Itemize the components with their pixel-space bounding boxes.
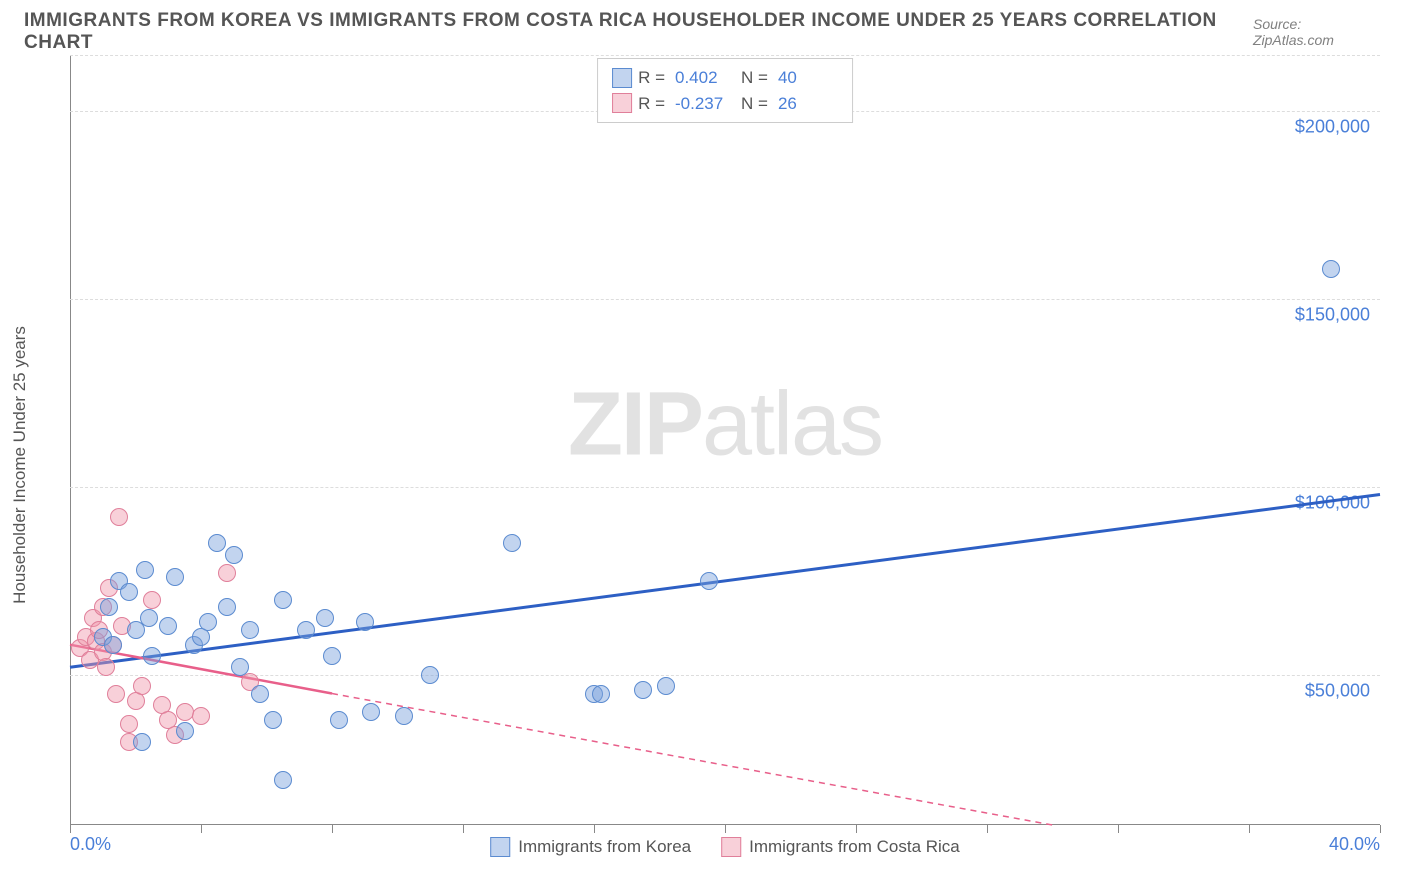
legend-item: Immigrants from Korea (490, 837, 691, 857)
legend-label: Immigrants from Korea (518, 837, 691, 857)
point-korea (503, 534, 521, 552)
point-korea (657, 677, 675, 695)
point-korea (395, 707, 413, 725)
x-tick (201, 825, 202, 833)
x-tick (70, 825, 71, 833)
point-korea (362, 703, 380, 721)
point-korea (218, 598, 236, 616)
trend-line (332, 694, 1053, 825)
source-label: Source: ZipAtlas.com (1253, 16, 1382, 48)
n-value: 40 (778, 65, 828, 91)
point-korea (176, 722, 194, 740)
point-costarica (110, 508, 128, 526)
chart-container: Householder Income Under 25 years $50,00… (50, 55, 1390, 875)
point-korea (199, 613, 217, 631)
r-label: R = (638, 65, 665, 91)
legend-stat-row: R = 0.402 N = 40 (612, 65, 838, 91)
point-korea (592, 685, 610, 703)
legend-swatch (721, 837, 741, 857)
point-korea (330, 711, 348, 729)
legend-swatch (612, 68, 632, 88)
point-korea (166, 568, 184, 586)
point-korea (1322, 260, 1340, 278)
point-korea (421, 666, 439, 684)
point-korea (143, 647, 161, 665)
point-korea (264, 711, 282, 729)
r-label: R = (638, 91, 665, 117)
point-korea (208, 534, 226, 552)
x-tick (1118, 825, 1119, 833)
point-korea (316, 609, 334, 627)
point-costarica (107, 685, 125, 703)
point-costarica (97, 658, 115, 676)
chart-title: IMMIGRANTS FROM KOREA VS IMMIGRANTS FROM… (24, 10, 1253, 54)
point-costarica (143, 591, 161, 609)
point-korea (274, 591, 292, 609)
legend-stat-row: R = -0.237 N = 26 (612, 91, 838, 117)
trend-lines-layer (70, 55, 1380, 825)
plot-area: $50,000$100,000$150,000$200,0000.0%40.0%… (70, 55, 1380, 825)
point-korea (297, 621, 315, 639)
point-costarica (120, 715, 138, 733)
point-korea (159, 617, 177, 635)
point-korea (231, 658, 249, 676)
x-tick-label: 0.0% (70, 834, 111, 855)
legend-swatch (490, 837, 510, 857)
point-korea (356, 613, 374, 631)
x-tick (332, 825, 333, 833)
x-tick (594, 825, 595, 833)
n-label: N = (741, 91, 768, 117)
legend-stats: R = 0.402 N = 40 R = -0.237 N = 26 (597, 58, 853, 123)
point-korea (634, 681, 652, 699)
point-costarica (176, 703, 194, 721)
point-korea (136, 561, 154, 579)
point-korea (251, 685, 269, 703)
legend-series: Immigrants from Korea Immigrants from Cos… (490, 837, 960, 857)
point-korea (100, 598, 118, 616)
x-tick (725, 825, 726, 833)
point-korea (140, 609, 158, 627)
r-value: -0.237 (675, 91, 725, 117)
x-tick (1249, 825, 1250, 833)
legend-swatch (612, 93, 632, 113)
point-korea (323, 647, 341, 665)
point-korea (700, 572, 718, 590)
x-tick (987, 825, 988, 833)
legend-label: Immigrants from Costa Rica (749, 837, 960, 857)
x-tick (1380, 825, 1381, 833)
point-korea (274, 771, 292, 789)
point-korea (133, 733, 151, 751)
point-korea (120, 583, 138, 601)
point-korea (104, 636, 122, 654)
n-value: 26 (778, 91, 828, 117)
point-korea (225, 546, 243, 564)
x-tick (463, 825, 464, 833)
point-costarica (133, 677, 151, 695)
trend-line (70, 494, 1380, 667)
x-tick-label: 40.0% (1329, 834, 1380, 855)
point-costarica (192, 707, 210, 725)
n-label: N = (741, 65, 768, 91)
point-costarica (218, 564, 236, 582)
point-korea (241, 621, 259, 639)
y-axis-label: Householder Income Under 25 years (10, 326, 30, 604)
legend-item: Immigrants from Costa Rica (721, 837, 960, 857)
r-value: 0.402 (675, 65, 725, 91)
x-tick (856, 825, 857, 833)
